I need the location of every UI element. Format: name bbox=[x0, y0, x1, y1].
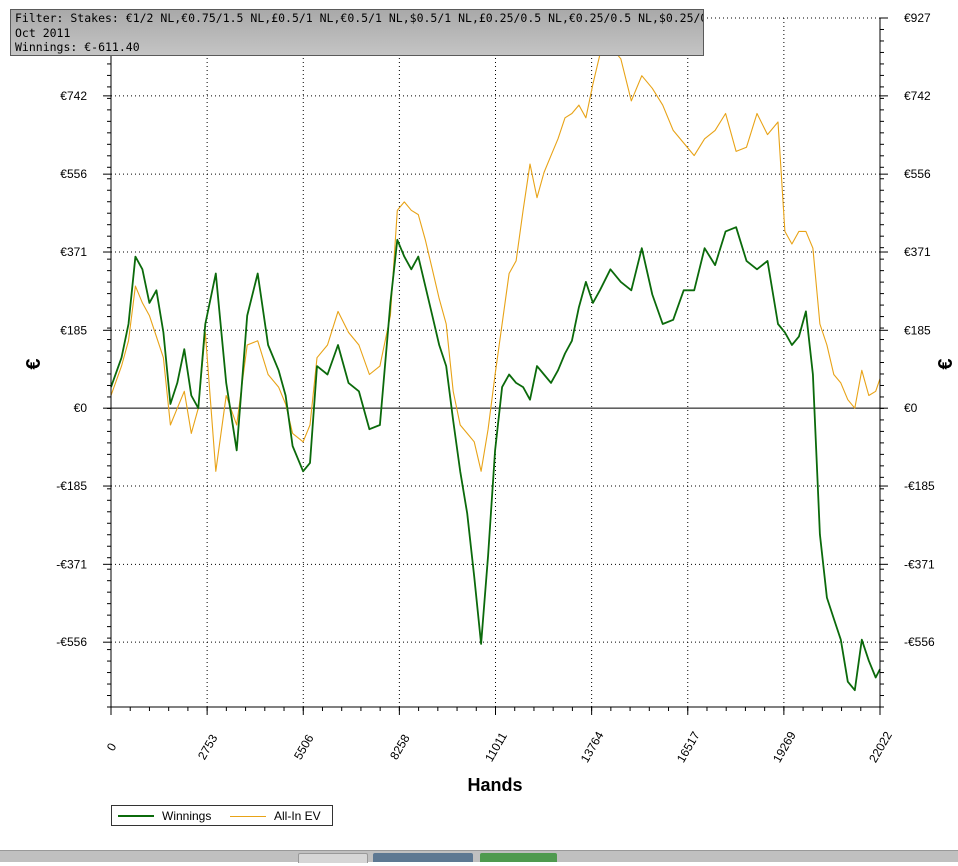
y-tick-label-right: €185 bbox=[904, 323, 931, 337]
y-tick-label-left: €556 bbox=[60, 167, 87, 181]
tab-button-2[interactable] bbox=[373, 853, 473, 862]
series-layer bbox=[110, 45, 881, 692]
x-tick-label: 13764 bbox=[578, 729, 607, 765]
legend-label-winnings: Winnings bbox=[162, 809, 212, 823]
x-tick-label: 0 bbox=[104, 740, 120, 753]
winnings-text: Winnings: €-611.40 bbox=[15, 40, 140, 54]
x-tick-label: 8258 bbox=[387, 732, 413, 762]
filter-text: Filter: Stakes: €1/2 NL,€0.75/1.5 NL,£0.… bbox=[15, 11, 704, 25]
y-tick-label-left: €0 bbox=[74, 401, 88, 415]
x-tick-label: 19269 bbox=[770, 729, 799, 765]
y-tick-label-left: -€371 bbox=[56, 557, 87, 571]
y-tick-label-right: -€371 bbox=[904, 557, 935, 571]
y-axis-title-right: € bbox=[935, 358, 957, 369]
legend-swatch-allin-ev bbox=[230, 815, 266, 817]
y-tick-label-right: €556 bbox=[904, 167, 931, 181]
x-axis-title: Hands bbox=[467, 775, 522, 795]
y-tick-label-right: €0 bbox=[904, 401, 918, 415]
legend-item-winnings: Winnings bbox=[118, 809, 211, 823]
legend-item-allin-ev: All-In EV bbox=[230, 809, 321, 823]
x-tick-label: 11011 bbox=[482, 730, 510, 765]
y-tick-label-right: €742 bbox=[904, 89, 931, 103]
axes: €927€927€742€742€556€556€371€371€185€185… bbox=[56, 11, 935, 765]
x-tick-label: 5506 bbox=[291, 732, 317, 762]
grid bbox=[111, 17, 880, 707]
bottom-toolbar-strip bbox=[0, 850, 958, 863]
x-tick-label: 2753 bbox=[195, 732, 221, 762]
y-tick-label-left: €742 bbox=[60, 89, 87, 103]
y-tick-label-right: €371 bbox=[904, 245, 931, 259]
legend-swatch-winnings bbox=[118, 815, 154, 817]
y-tick-label-left: -€556 bbox=[56, 635, 87, 649]
y-tick-label-right: -€556 bbox=[904, 635, 935, 649]
filter-info-box: Filter: Stakes: €1/2 NL,€0.75/1.5 NL,£0.… bbox=[10, 9, 704, 56]
series-line-allin-ev bbox=[110, 45, 881, 472]
legend: Winnings All-In EV bbox=[111, 805, 333, 826]
y-tick-label-left: €185 bbox=[60, 323, 87, 337]
tab-button-1[interactable] bbox=[298, 853, 368, 863]
y-tick-label-left: €371 bbox=[60, 245, 87, 259]
series-line-winnings bbox=[110, 226, 881, 692]
x-tick-label: 22022 bbox=[866, 729, 895, 765]
date-text: Oct 2011 bbox=[15, 25, 71, 40]
y-tick-label-left: -€185 bbox=[56, 479, 87, 493]
y-axis-title-left: € bbox=[23, 358, 45, 369]
x-tick-label: 16517 bbox=[674, 729, 703, 765]
legend-label-allin-ev: All-In EV bbox=[274, 809, 321, 823]
y-tick-label-right: -€185 bbox=[904, 479, 935, 493]
tab-button-3[interactable] bbox=[480, 853, 557, 862]
y-tick-label-right: €927 bbox=[904, 11, 931, 25]
